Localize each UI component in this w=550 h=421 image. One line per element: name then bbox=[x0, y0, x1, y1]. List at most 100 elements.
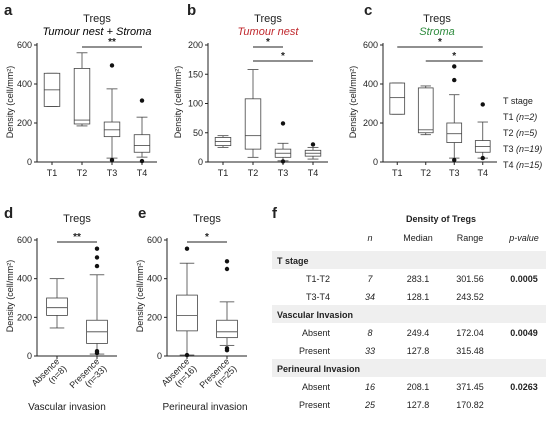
table-section-band bbox=[272, 359, 546, 377]
e-significance-label: * bbox=[205, 232, 209, 243]
panel-c-title: Tregs bbox=[423, 13, 451, 25]
panel-b-subtitle: Tumour nest bbox=[238, 26, 300, 38]
d-outlier-point bbox=[94, 350, 100, 356]
table-title: Density of Tregs bbox=[406, 214, 476, 224]
table-cell-p-value: 0.0005 bbox=[510, 274, 538, 284]
b-y-tick-label: 50 bbox=[193, 128, 203, 138]
panel-d-title: Tregs bbox=[63, 213, 91, 225]
d-outlier-point bbox=[94, 263, 100, 269]
density-table: n Median Range p-value T stage T1-T2 7 283.1 301… bbox=[272, 233, 546, 410]
panel-d-xlabel: Vascular invasion bbox=[28, 402, 106, 413]
d-outlier-point bbox=[94, 255, 100, 260]
table-cell-n: 25 bbox=[364, 400, 376, 410]
table-header-p-value: p-value bbox=[508, 233, 539, 243]
d-significance-label: ** bbox=[73, 232, 81, 243]
a-y-tick-label: 0 bbox=[27, 157, 32, 167]
d-y-tick-label: 400 bbox=[17, 274, 32, 284]
panel-b-plot: 0 50 100 150 200 T1 T2 T3 T4 * * bbox=[188, 37, 328, 178]
c-box bbox=[417, 87, 434, 134]
panel-a-subtitle: Tumour nest + Stroma bbox=[43, 26, 152, 38]
e-y-tick-label: 200 bbox=[147, 312, 162, 322]
table-row-label: T1-T2 bbox=[306, 274, 330, 284]
a-y-tick-label: 600 bbox=[17, 40, 32, 50]
a-box bbox=[73, 68, 91, 125]
table-cell-n: 33 bbox=[365, 346, 375, 356]
b-x-tick-label: T3 bbox=[278, 168, 289, 178]
c-x-tick-label: T3 bbox=[449, 168, 460, 178]
panel-letter-a: a bbox=[4, 2, 13, 19]
b-outlier-point bbox=[280, 121, 286, 126]
table-header-n: n bbox=[367, 233, 372, 243]
c-y-tick-label: 400 bbox=[363, 79, 378, 89]
t-stage-legend: T stage T1 (n=2) T2 (n=5) T3 (n=19) T4 (… bbox=[503, 96, 542, 170]
table-section-header: T stage bbox=[277, 256, 309, 266]
e-outlier-point bbox=[224, 259, 230, 264]
a-x-tick-label: T1 bbox=[47, 168, 58, 178]
d-box bbox=[46, 297, 68, 316]
table-row-label: Present bbox=[299, 400, 331, 410]
e-outlier-point bbox=[184, 352, 190, 358]
table-row-label: Absent bbox=[302, 382, 331, 392]
table-cell-n: 34 bbox=[365, 292, 375, 302]
b-x-tick-label: T2 bbox=[248, 168, 259, 178]
e-y-tick-label: 600 bbox=[147, 235, 162, 245]
a-significance-label: ** bbox=[108, 37, 116, 48]
b-y-tick-label: 100 bbox=[188, 99, 203, 109]
e-outlier-point bbox=[224, 266, 230, 272]
b-y-tick-label: 200 bbox=[188, 40, 203, 50]
b-significance-label: * bbox=[266, 37, 270, 48]
table-row-label: T3-T4 bbox=[306, 292, 330, 302]
b-significance-label: * bbox=[281, 51, 285, 62]
panel-d-plot: 0 200 400 600 Absence(n=8)Presence(n=33) ** bbox=[17, 232, 117, 395]
c-outlier-point bbox=[480, 155, 485, 161]
a-outlier-point bbox=[139, 158, 145, 164]
table-cell-n: 8 bbox=[367, 328, 372, 338]
table-section-band bbox=[272, 305, 546, 323]
b-y-tick-label: 0 bbox=[198, 157, 203, 167]
table-cell-median: 249.4 bbox=[407, 328, 430, 338]
a-outlier-point bbox=[109, 63, 115, 68]
table-cell-median: 127.8 bbox=[407, 400, 430, 410]
panel-e-xlabel: Perineural invasion bbox=[162, 402, 247, 413]
a-outlier-point bbox=[109, 157, 115, 163]
e-outlier-point bbox=[224, 348, 230, 353]
panel-a-plot: 0 200 400 600 T1 T2 T3 T4 ** bbox=[17, 37, 157, 178]
c-x-tick-label: T2 bbox=[420, 168, 431, 178]
a-x-tick-label: T3 bbox=[107, 168, 118, 178]
panel-letter-c: c bbox=[364, 2, 372, 19]
table-section-band bbox=[272, 251, 546, 269]
table-section-header: Vascular Invasion bbox=[277, 310, 353, 320]
e-x-tick-label: Presence(n=25) bbox=[197, 356, 238, 397]
c-x-tick-label: T1 bbox=[392, 168, 403, 178]
panel-letter-b: b bbox=[187, 2, 196, 19]
panel-letter-d: d bbox=[4, 205, 13, 222]
a-outlier-point bbox=[139, 98, 145, 103]
table-cell-range: 301.56 bbox=[456, 274, 484, 284]
table-cell-median: 128.1 bbox=[407, 292, 430, 302]
c-y-tick-label: 200 bbox=[363, 118, 378, 128]
panel-b-title: Tregs bbox=[254, 13, 282, 25]
panel-e-plot: 0 200 400 600 Absence(n=16)Presence(n=25) * bbox=[147, 232, 247, 397]
a-y-tick-label: 200 bbox=[17, 118, 32, 128]
panel-d-ylabel: Density (cell/mm²) bbox=[5, 260, 15, 333]
a-box bbox=[103, 121, 121, 138]
table-header-median: Median bbox=[403, 233, 433, 243]
b-outlier-point bbox=[280, 159, 286, 164]
e-box bbox=[216, 319, 238, 339]
d-y-tick-label: 200 bbox=[17, 312, 32, 322]
panel-letter-e: e bbox=[138, 205, 146, 222]
table-cell-median: 283.1 bbox=[407, 274, 430, 284]
c-outlier-point bbox=[452, 77, 457, 83]
panel-e-title: Tregs bbox=[193, 213, 221, 225]
panel-c-ylabel: Density (cell/mm²) bbox=[348, 66, 358, 139]
b-box bbox=[244, 98, 262, 150]
table-header-range: Range bbox=[457, 233, 484, 243]
d-x-tick-label: Absence(n=8) bbox=[30, 356, 69, 395]
legend-item-t2: T2 (n=5) bbox=[503, 128, 537, 138]
panel-b-ylabel: Density (cell/mm²) bbox=[173, 66, 183, 139]
c-outlier-point bbox=[480, 102, 485, 107]
table-row-label: Absent bbox=[302, 328, 331, 338]
table-cell-n: 7 bbox=[367, 274, 373, 284]
b-y-tick-label: 150 bbox=[188, 69, 203, 79]
